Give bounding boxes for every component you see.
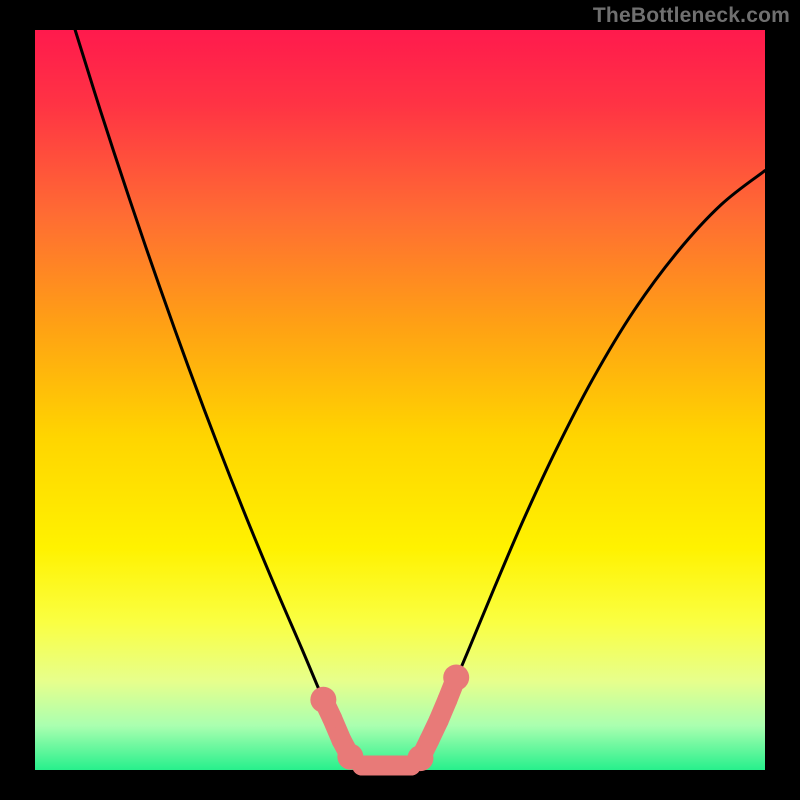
gradient-background <box>35 30 765 770</box>
markers-right-bead <box>419 730 439 750</box>
markers-right-bead <box>429 710 449 730</box>
watermark-text: TheBottleneck.com <box>593 4 790 28</box>
markers-left-bead <box>322 708 342 728</box>
markers-flat-bead <box>370 756 390 776</box>
markers-right-bead <box>443 665 469 691</box>
markers-flat-bead <box>352 756 372 776</box>
bottleneck-chart <box>0 0 800 800</box>
markers-right-bead <box>437 690 457 710</box>
chart-frame: TheBottleneck.com <box>0 0 800 800</box>
